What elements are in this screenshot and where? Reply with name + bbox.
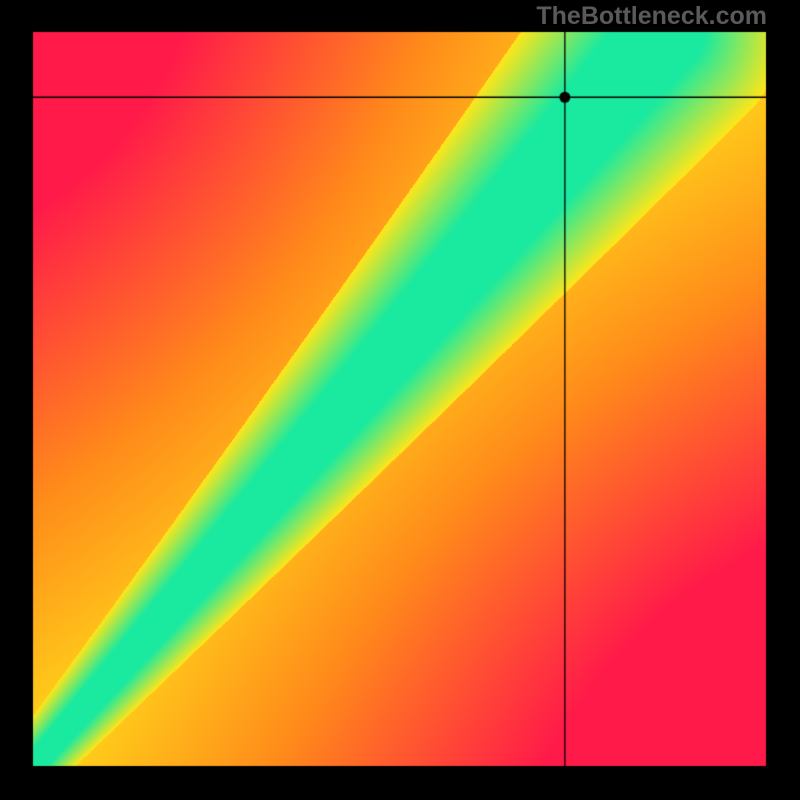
chart-container: TheBottleneck.com (0, 0, 800, 800)
bottleneck-heatmap (0, 0, 800, 800)
watermark-text: TheBottleneck.com (536, 2, 767, 31)
